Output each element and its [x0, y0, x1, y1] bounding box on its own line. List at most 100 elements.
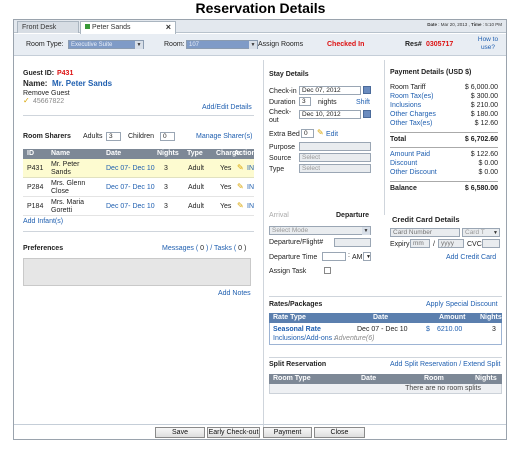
- table-row[interactable]: P284 Mrs. Glenn Close Dec 07- Dec 10 3 A…: [23, 178, 254, 197]
- adults-select[interactable]: 3: [106, 132, 121, 141]
- close-button[interactable]: Close: [314, 427, 365, 438]
- flight-input[interactable]: [334, 238, 371, 247]
- payment-button[interactable]: Payment: [263, 427, 312, 438]
- add-credit-card-link[interactable]: Add Credit Card: [446, 254, 497, 261]
- inclusions-label[interactable]: Inclusions/Add-ons :: [273, 335, 337, 342]
- cvc-label: CVC: [467, 241, 482, 248]
- messages-link[interactable]: Messages (: [162, 245, 199, 252]
- tab-peter-sands[interactable]: Peter Sands ×: [80, 21, 176, 34]
- preferences-title: Preferences: [23, 245, 64, 252]
- duration-input[interactable]: 3: [299, 97, 311, 106]
- rate-currency: $: [426, 326, 430, 333]
- add-notes-link[interactable]: Add Notes: [218, 290, 251, 297]
- dep-time-input[interactable]: [322, 252, 346, 261]
- preferences-textarea[interactable]: [23, 258, 251, 286]
- card-number-input[interactable]: [390, 228, 460, 237]
- row-date[interactable]: Dec 07- Dec 10: [106, 184, 155, 191]
- how-to-use-link[interactable]: How to use?: [477, 36, 499, 51]
- row-nights: 3: [164, 184, 168, 191]
- payment-line-label[interactable]: Other Discount: [390, 169, 437, 176]
- row-type: Adult: [188, 165, 204, 172]
- tab-status-icon: [85, 24, 90, 29]
- extra-bed-select[interactable]: 0: [301, 129, 314, 138]
- children-label: Children: [128, 133, 155, 140]
- row-date[interactable]: Dec 07- Dec 10: [106, 165, 155, 172]
- payment-line-label[interactable]: Discount: [390, 160, 418, 167]
- source-label: Source: [269, 155, 292, 162]
- room-select[interactable]: 107 ▼: [186, 40, 258, 49]
- payment-line-label[interactable]: Room Tax(es): [390, 93, 434, 100]
- ampm-dropdown[interactable]: ▼: [363, 252, 371, 261]
- payment-line-value: $ 180.00: [470, 111, 498, 118]
- save-button[interactable]: Save: [155, 427, 205, 438]
- payment-line-value: $ 6,000.00: [464, 84, 498, 91]
- add-edit-details-link[interactable]: Add/Edit Details: [202, 104, 252, 111]
- shift-link[interactable]: Shift: [356, 99, 371, 106]
- children-select[interactable]: 0: [160, 132, 175, 141]
- calendar-icon[interactable]: [363, 86, 371, 94]
- extra-bed-edit-link[interactable]: Edit: [326, 131, 339, 138]
- payment-line-value: $ 122.60: [470, 151, 498, 158]
- payment-line-label[interactable]: Other Charges: [390, 111, 436, 118]
- early-checkout-button[interactable]: Early Check-out: [207, 427, 260, 438]
- tasks-link[interactable]: ) / Tasks (: [206, 245, 237, 252]
- assign-rooms-link[interactable]: Assign Rooms: [258, 41, 304, 48]
- tab-bar: Front Desk Peter Sands × Date : Mar 20, …: [14, 20, 506, 34]
- remove-guest-link[interactable]: Remove Guest: [23, 90, 70, 97]
- guest-name-value[interactable]: Mr. Peter Sands: [52, 79, 113, 88]
- edit-pencil-icon[interactable]: ✎: [237, 182, 244, 191]
- row-date[interactable]: Dec 07- Dec 10: [106, 203, 155, 210]
- edit-pencil-icon[interactable]: ✎: [237, 163, 244, 172]
- row-action[interactable]: IN: [247, 165, 254, 172]
- tab-peter-sands-label: Peter Sands: [92, 24, 131, 31]
- phone-icon: ✓: [23, 96, 30, 105]
- row-action[interactable]: IN: [247, 203, 254, 210]
- room-type-select[interactable]: Executive Suite ▼: [68, 40, 144, 49]
- type-select[interactable]: Select: [299, 164, 371, 173]
- assign-task-checkbox[interactable]: [324, 267, 331, 274]
- payment-line-label[interactable]: Other Tax(es): [390, 120, 433, 127]
- credit-card-title: Credit Card Details: [392, 215, 460, 224]
- expiry-year-input[interactable]: [438, 239, 464, 248]
- col-room-type: Room Type: [273, 375, 311, 382]
- row-name: Mrs. Glenn Close: [51, 180, 86, 195]
- close-tab-icon[interactable]: ×: [165, 22, 171, 32]
- row-name: Mrs. Maria Goretti: [51, 199, 85, 214]
- edit-pencil-icon[interactable]: ✎: [237, 201, 244, 210]
- card-type-select[interactable]: Card T ▼: [462, 228, 500, 237]
- add-infants-link[interactable]: Add Infant(s): [23, 218, 64, 225]
- table-row[interactable]: Seasonal Rate Dec 07 - Dec 10 $ 6210.00 …: [269, 323, 502, 345]
- rate-type-value[interactable]: Seasonal Rate: [273, 326, 321, 333]
- col-date: Date: [361, 375, 377, 382]
- payment-line-label[interactable]: Amount Paid: [390, 151, 431, 158]
- date-value: Mar 20, 2013: [440, 22, 468, 27]
- checkin-input[interactable]: Dec 07, 2012: [299, 86, 361, 95]
- manage-sharers-link[interactable]: Manage Sharer(s): [196, 133, 253, 140]
- page-title: Reservation Details: [195, 0, 326, 16]
- purpose-input[interactable]: [299, 142, 371, 151]
- row-action[interactable]: IN: [247, 184, 254, 191]
- source-select[interactable]: Select: [299, 153, 371, 162]
- split-table-header: Room Type Date Room Nights: [269, 374, 502, 384]
- apply-discount-link[interactable]: Apply Special Discount: [426, 301, 498, 308]
- row-nights: 3: [164, 203, 168, 210]
- arrival-mode-select[interactable]: Select Mode ▼: [269, 226, 371, 235]
- col-nights: Nights: [157, 150, 179, 157]
- time-label: Time: [471, 22, 482, 27]
- checkout-input[interactable]: Dec 10, 2012: [299, 110, 361, 119]
- payment-line-label[interactable]: Inclusions: [390, 102, 422, 109]
- tab-front-desk[interactable]: Front Desk: [17, 21, 79, 33]
- stay-details-title: Stay Details: [269, 71, 309, 78]
- calendar-icon[interactable]: [363, 110, 371, 118]
- col-date: Date: [373, 314, 389, 321]
- table-row[interactable]: P431 Mr. Peter Sands Dec 07- Dec 10 3 Ad…: [23, 159, 254, 178]
- edit-pencil-icon[interactable]: ✎: [317, 128, 324, 137]
- add-split-link[interactable]: Add Split Reservation / Extend Split: [390, 361, 501, 368]
- expiry-label: Expiry: [390, 241, 410, 248]
- ampm-value[interactable]: AM: [352, 254, 363, 261]
- cvc-input[interactable]: [482, 239, 500, 248]
- table-row[interactable]: P184 Mrs. Maria Goretti Dec 07- Dec 10 3…: [23, 197, 254, 216]
- expiry-month-input[interactable]: [410, 239, 430, 248]
- rates-table-header: Rate Type Date Amount Nights: [269, 313, 502, 323]
- room-sharers-title: Room Sharers: [23, 133, 71, 140]
